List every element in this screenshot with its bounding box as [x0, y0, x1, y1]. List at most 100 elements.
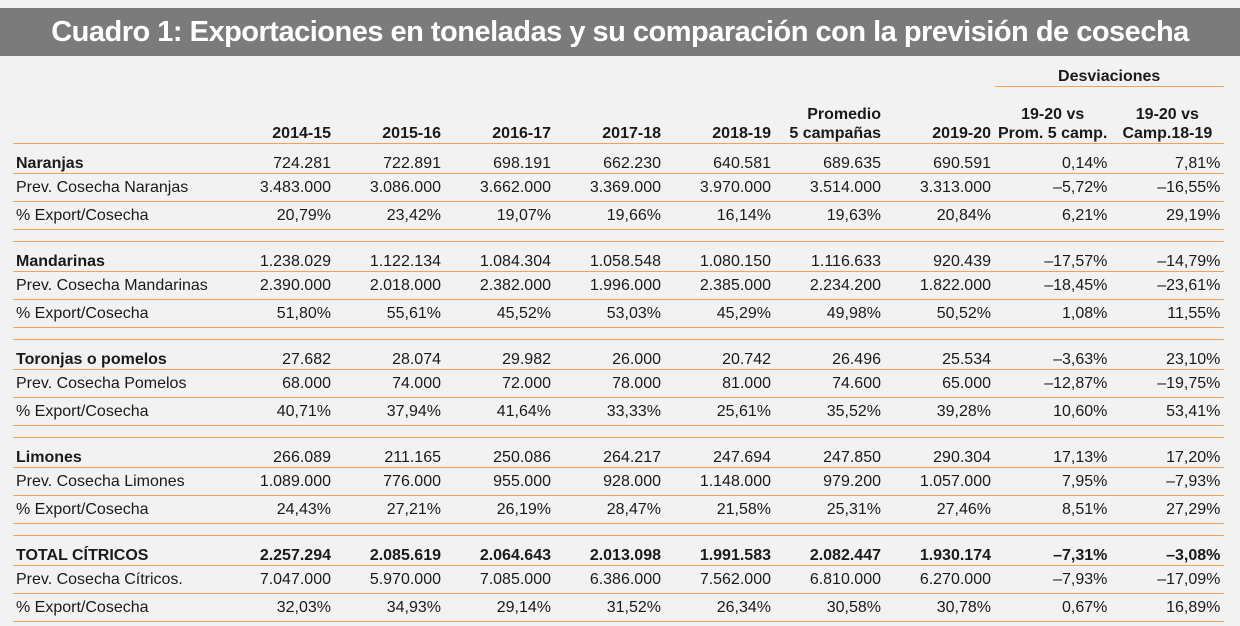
table-cell: 81.000	[665, 369, 775, 398]
table-cell: 2.085.619	[335, 535, 445, 566]
table-cell: 0,67%	[995, 593, 1112, 622]
table-cell: –12,87%	[995, 369, 1112, 398]
table-cell: –14,79%	[1111, 241, 1225, 272]
table-cell: 5.970.000	[335, 565, 445, 594]
table-cell: 45,52%	[445, 299, 555, 328]
table-cell: 979.200	[775, 467, 885, 496]
table-cell: 1.148.000	[665, 467, 775, 496]
table-cell: 27,21%	[335, 495, 445, 524]
table-cell: 776.000	[335, 467, 445, 496]
table-cell: 247.850	[775, 437, 885, 468]
table-cell: 39,28%	[885, 397, 995, 426]
table-cell: 3.483.000	[225, 173, 335, 202]
table-cell: –17,09%	[1111, 565, 1225, 594]
row-label: Prev. Cosecha Cítricos.	[13, 565, 225, 594]
column-header-line1	[228, 105, 331, 124]
column-header-line2: Prom. 5 camp.	[998, 125, 1108, 142]
table-cell: –3,08%	[1111, 535, 1225, 566]
header-empty	[13, 64, 225, 87]
table-cell: 247.694	[665, 437, 775, 468]
column-header-line1	[888, 105, 991, 124]
table-row: % Export/Cosecha 40,71% 37,94% 41,64% 33,33%…	[13, 397, 1225, 426]
column-header: 2019-20	[885, 86, 995, 144]
group-separator	[13, 229, 1225, 242]
table-cell: 28.074	[335, 339, 445, 370]
table-cell: 1,08%	[995, 299, 1112, 328]
table-cell: 50,52%	[885, 299, 995, 328]
table-row: Limones 266.089 211.165 250.086 264.217 247.6…	[13, 437, 1225, 468]
column-header-line2: 5 campañas	[789, 125, 881, 142]
table-cell: 3.369.000	[555, 173, 665, 202]
table-cell: –17,57%	[995, 241, 1112, 272]
header-label-column	[13, 86, 225, 144]
table-cell: 1.238.029	[225, 241, 335, 272]
column-header-line2: 2016-17	[492, 125, 551, 142]
table-cell: 2.013.098	[555, 535, 665, 566]
table-cell: 20,79%	[225, 201, 335, 230]
table-cell: 10,60%	[995, 397, 1112, 426]
table-cell: 27.682	[225, 339, 335, 370]
table-cell: 26,19%	[445, 495, 555, 524]
table-cell: 6.386.000	[555, 565, 665, 594]
table-cell: 41,64%	[445, 397, 555, 426]
row-label: % Export/Cosecha	[13, 495, 225, 524]
table-cell: 250.086	[445, 437, 555, 468]
table-cell: 37,94%	[335, 397, 445, 426]
table-cell: 2.234.200	[775, 271, 885, 300]
exports-table: Desviaciones 2014-15 2015-16 2016-17 201…	[13, 64, 1225, 622]
table-cell: 7.562.000	[665, 565, 775, 594]
table-cell: 1.996.000	[555, 271, 665, 300]
column-header-line1: 19-20 vs	[1135, 106, 1199, 123]
table-cell: 19,66%	[555, 201, 665, 230]
table-cell: 19,63%	[775, 201, 885, 230]
table-cell: 25,61%	[665, 397, 775, 426]
column-header: Promedio 5 campañas	[775, 86, 885, 144]
table-cell: 40,71%	[225, 397, 335, 426]
table-cell: 34,93%	[335, 593, 445, 622]
table-cell: 17,13%	[995, 437, 1112, 468]
column-header-line1	[338, 105, 441, 124]
row-label: % Export/Cosecha	[13, 201, 225, 230]
column-header-line2: 2015-16	[382, 125, 441, 142]
table-cell: 11,55%	[1111, 299, 1225, 328]
table-cell: 662.230	[555, 143, 665, 174]
table-cell: 28,47%	[555, 495, 665, 524]
table-cell: 72.000	[445, 369, 555, 398]
table-row: Prev. Cosecha Mandarinas 2.390.000 2.018.0…	[13, 271, 1225, 300]
table-cell: 3.514.000	[775, 173, 885, 202]
row-label: TOTAL CÍTRICOS	[13, 535, 225, 566]
table-cell: 53,41%	[1111, 397, 1225, 426]
table-cell: 25.534	[885, 339, 995, 370]
table-cell: 68.000	[225, 369, 335, 398]
table-body: Naranjas 724.281 722.891 698.191 662.230 640.…	[13, 143, 1225, 622]
row-label: Mandarinas	[13, 241, 225, 272]
column-header: 2015-16	[335, 86, 445, 144]
row-label: Naranjas	[13, 143, 225, 174]
table-row: Prev. Cosecha Naranjas 3.483.000 3.086.000…	[13, 173, 1225, 202]
table-cell: 29.982	[445, 339, 555, 370]
column-header: 2016-17	[445, 86, 555, 144]
table-cell: 55,61%	[335, 299, 445, 328]
table-cell: 2.018.000	[335, 271, 445, 300]
table-cell: 920.439	[885, 241, 995, 272]
column-headers: 2014-15 2015-16 2016-17 2017-18 2018-19 P…	[13, 86, 1225, 144]
column-header-line2: 2019-20	[932, 125, 991, 142]
row-label: % Export/Cosecha	[13, 299, 225, 328]
column-header-line2: 2014-15	[272, 125, 331, 142]
table-cell: 2.382.000	[445, 271, 555, 300]
table-cell: 690.591	[885, 143, 995, 174]
row-label: % Export/Cosecha	[13, 397, 225, 426]
table-cell: 2.385.000	[665, 271, 775, 300]
table-cell: 26.496	[775, 339, 885, 370]
table-cell: 27,46%	[885, 495, 995, 524]
table-cell: 3.970.000	[665, 173, 775, 202]
row-label: Prev. Cosecha Limones	[13, 467, 225, 496]
table-cell: 65.000	[885, 369, 995, 398]
table-cell: 30,78%	[885, 593, 995, 622]
table-cell: 33,33%	[555, 397, 665, 426]
table-cell: 724.281	[225, 143, 335, 174]
table-cell: 26,34%	[665, 593, 775, 622]
table-cell: 1.084.304	[445, 241, 555, 272]
table-cell: 24,43%	[225, 495, 335, 524]
table-cell: 20.742	[665, 339, 775, 370]
